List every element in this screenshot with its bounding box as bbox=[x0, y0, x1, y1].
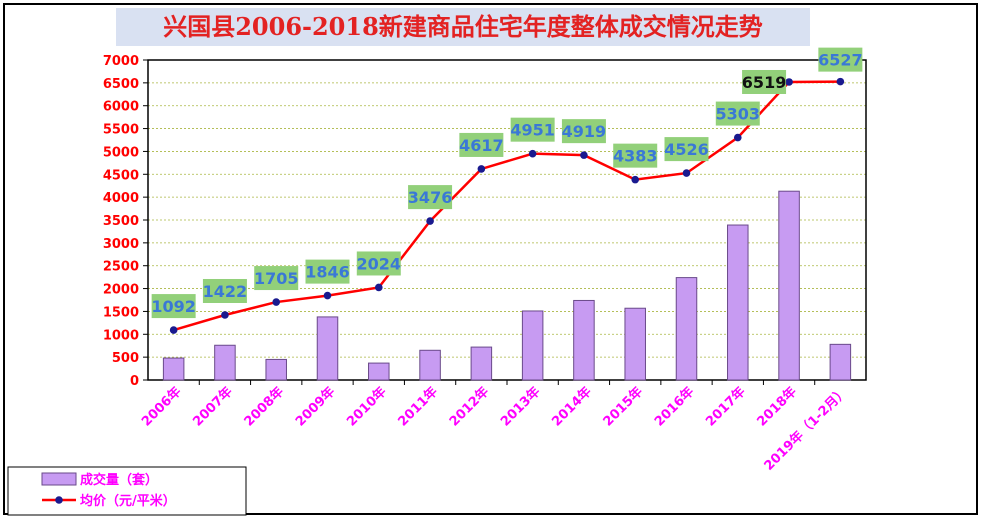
price-data-label: 1092 bbox=[151, 297, 196, 316]
price-data-label: 3476 bbox=[408, 188, 453, 207]
price-point bbox=[528, 149, 537, 158]
price-point bbox=[580, 151, 588, 159]
volume-bar bbox=[316, 316, 339, 381]
price-label-background bbox=[459, 132, 504, 157]
price-point bbox=[323, 291, 332, 300]
legend: 成交量（套） 均价（元/平米） bbox=[7, 466, 247, 516]
price-point bbox=[221, 311, 229, 319]
y-tick-label: 5000 bbox=[103, 145, 139, 160]
y-tick-label: 3000 bbox=[103, 237, 139, 252]
volume-bar bbox=[624, 307, 646, 381]
price-label-background bbox=[742, 69, 787, 94]
price-data-label: 1422 bbox=[203, 282, 248, 301]
price-data-label: 1705 bbox=[254, 269, 299, 288]
y-tick-label: 2000 bbox=[103, 283, 139, 298]
price-line bbox=[173, 80, 841, 332]
price-label-background bbox=[664, 137, 709, 162]
y-tick-label: 1500 bbox=[103, 305, 139, 320]
y-tick-label: 500 bbox=[112, 351, 139, 366]
price-label-background bbox=[151, 294, 196, 319]
y-tick-label: 4000 bbox=[103, 191, 139, 206]
price-point bbox=[682, 169, 691, 177]
price-label-background bbox=[561, 119, 606, 144]
price-label-background bbox=[510, 117, 555, 142]
price-point bbox=[733, 133, 742, 142]
price-point bbox=[272, 298, 281, 306]
y-tick-label: 4500 bbox=[103, 168, 139, 183]
price-point bbox=[785, 78, 793, 86]
volume-bar bbox=[368, 362, 390, 381]
y-tick-label: 1000 bbox=[103, 328, 139, 343]
volume-bar bbox=[214, 344, 236, 381]
price-label-background bbox=[254, 266, 299, 291]
price-point bbox=[477, 165, 486, 173]
y-tick-label: 3500 bbox=[103, 214, 139, 229]
volume-bar bbox=[162, 357, 185, 381]
price-point bbox=[169, 326, 178, 334]
price-data-label: 4383 bbox=[613, 147, 658, 166]
price-data-label: 4526 bbox=[664, 140, 709, 159]
price-point bbox=[426, 217, 434, 225]
price-data-labels: 1092 1422 1705 1846 2024 3476 4617 4951 4919 4383… bbox=[151, 47, 863, 319]
price-point bbox=[631, 175, 640, 184]
volume-bar bbox=[675, 277, 698, 381]
volume-bar bbox=[573, 299, 595, 381]
price-label-background bbox=[715, 101, 760, 126]
volume-bar bbox=[265, 358, 287, 381]
price-data-label: 5303 bbox=[716, 105, 761, 124]
volume-bar bbox=[419, 349, 441, 381]
price-data-label: 1846 bbox=[305, 263, 350, 282]
price-label-background bbox=[613, 143, 658, 168]
price-label-background bbox=[305, 259, 350, 284]
price-data-label: 6527 bbox=[818, 51, 863, 70]
price-data-label: 6519 bbox=[742, 73, 787, 92]
legend-label-volume: 成交量（套） bbox=[80, 472, 158, 488]
y-tick-label: 5500 bbox=[103, 123, 139, 138]
volume-bar bbox=[829, 343, 852, 381]
price-label-background bbox=[818, 47, 863, 72]
y-tick-label: 0 bbox=[130, 374, 139, 389]
chart-title: 兴国县2006-2018新建商品住宅年度整体成交情况走势 bbox=[163, 12, 763, 41]
y-tick-label: 6000 bbox=[103, 100, 139, 115]
y-tick-label: 2500 bbox=[103, 260, 139, 275]
price-line-layer bbox=[169, 77, 845, 334]
price-label-background bbox=[408, 185, 453, 210]
volume-bar bbox=[521, 310, 544, 381]
volume-bar bbox=[778, 190, 800, 381]
price-data-label: 2024 bbox=[357, 254, 402, 273]
y-tick-label: 7000 bbox=[103, 54, 139, 69]
legend-bar-swatch bbox=[41, 472, 77, 486]
volume-bar bbox=[727, 224, 749, 381]
legend-line-marker bbox=[55, 496, 63, 504]
price-point bbox=[836, 77, 845, 86]
volume-bar bbox=[470, 346, 493, 381]
title-background bbox=[116, 8, 810, 46]
price-point bbox=[374, 283, 383, 292]
price-label-background bbox=[202, 278, 247, 303]
price-data-label: 4617 bbox=[459, 136, 504, 155]
legend-label-price: 均价（元/平米） bbox=[80, 493, 176, 509]
price-data-label: 4919 bbox=[562, 122, 607, 141]
volume-bars bbox=[162, 190, 852, 381]
price-label-background bbox=[356, 251, 401, 276]
price-data-label: 4951 bbox=[510, 121, 555, 140]
y-tick-label: 6500 bbox=[103, 77, 139, 92]
outer-frame bbox=[3, 3, 978, 515]
